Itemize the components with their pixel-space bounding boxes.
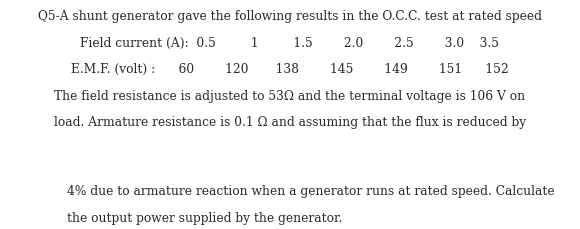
Text: The field resistance is adjusted to 53Ω and the terminal voltage is 106 V on: The field resistance is adjusted to 53Ω … [55,89,525,102]
Text: Field current (A):  0.5         1         1.5        2.0        2.5        3.0  : Field current (A): 0.5 1 1.5 2.0 2.5 3.0 [81,37,499,50]
Text: load. Armature resistance is 0.1 Ω and assuming that the flux is reduced by: load. Armature resistance is 0.1 Ω and a… [54,116,526,129]
Text: the output power supplied by the generator.: the output power supplied by the generat… [67,211,342,224]
Text: E.M.F. (volt) :      60        120       138        145        149        151   : E.M.F. (volt) : 60 120 138 145 149 151 [71,63,509,76]
Text: Q5-A shunt generator gave the following results in the O.C.C. test at rated spee: Q5-A shunt generator gave the following … [38,10,542,23]
Text: 4% due to armature reaction when a generator runs at rated speed. Calculate: 4% due to armature reaction when a gener… [67,184,554,197]
